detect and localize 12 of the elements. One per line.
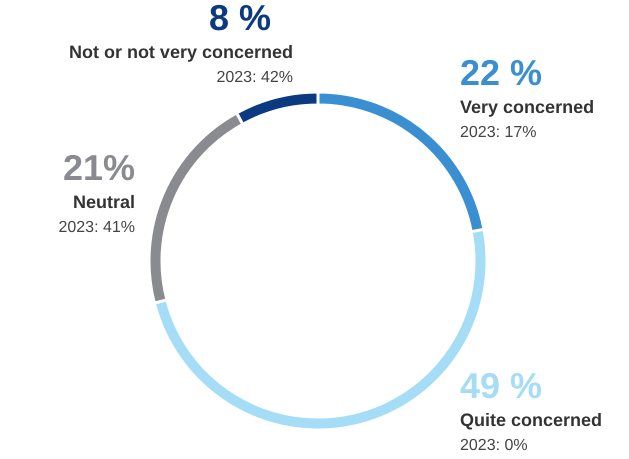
text: 2023: 42%: [216, 69, 293, 86]
text: 2023: 0%: [460, 437, 528, 454]
slice-label: Quite concerned: [460, 410, 602, 430]
text: 2023: 17%: [460, 124, 537, 141]
slice-label: Neutral: [72, 192, 135, 212]
slice-label: Very concerned: [460, 97, 594, 117]
data-label: 21%: [62, 147, 135, 188]
data-label: 22 %: [460, 52, 542, 93]
text: 2023: 41%: [58, 219, 135, 236]
data-label: 8 %: [208, 0, 272, 38]
data-label: 49 %: [460, 365, 542, 406]
slice-label: Not or not very concerned: [68, 42, 293, 62]
